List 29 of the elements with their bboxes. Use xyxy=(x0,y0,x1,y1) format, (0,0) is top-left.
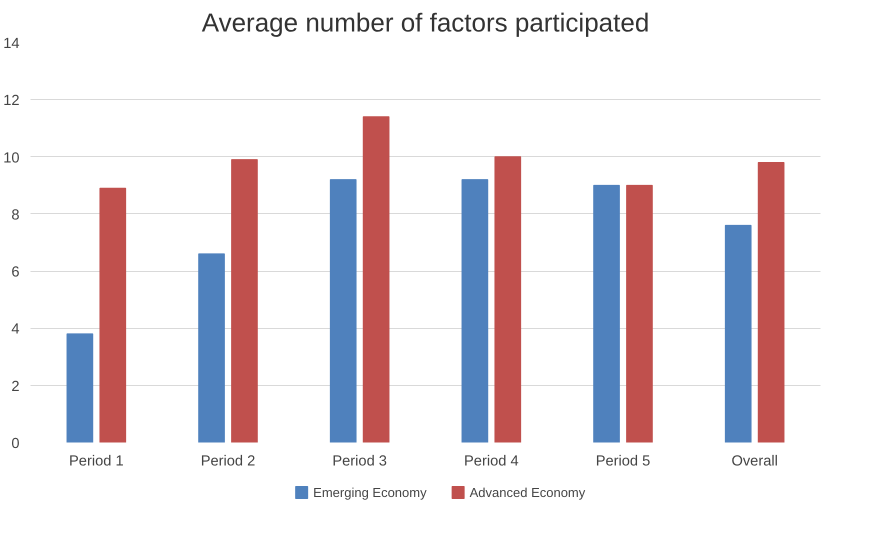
bar xyxy=(362,116,390,442)
bar xyxy=(593,184,620,442)
bar xyxy=(724,224,752,442)
bar xyxy=(231,159,258,442)
x-tick-label: Period 1 xyxy=(69,454,124,470)
y-tick-label: 4 xyxy=(11,322,20,338)
bar xyxy=(66,333,94,442)
bar xyxy=(198,253,225,442)
chart-title: Average number of factors participated xyxy=(202,8,650,38)
y-tick-label: 8 xyxy=(11,207,20,224)
x-tick-label: Overall xyxy=(731,454,778,470)
bar xyxy=(462,179,488,442)
y-tick-label: 0 xyxy=(11,436,20,452)
legend-label: Advanced Economy xyxy=(470,485,586,500)
x-tick-label: Period 2 xyxy=(200,454,256,470)
y-tick-label: 2 xyxy=(11,378,20,395)
legend-label: Emerging Economy xyxy=(313,485,428,500)
y-tick-label: 6 xyxy=(11,264,20,281)
bar xyxy=(494,156,522,442)
y-tick-label: 14 xyxy=(3,36,20,52)
x-tick-label: Period 4 xyxy=(464,454,519,470)
x-tick-label: Period 5 xyxy=(596,454,650,470)
x-tick-label: Period 3 xyxy=(332,454,387,470)
bar xyxy=(626,184,653,442)
y-tick-label: 12 xyxy=(3,93,20,110)
bar xyxy=(758,162,784,442)
y-tick-label: 10 xyxy=(3,150,20,166)
bar xyxy=(99,188,126,442)
bar xyxy=(330,179,357,442)
